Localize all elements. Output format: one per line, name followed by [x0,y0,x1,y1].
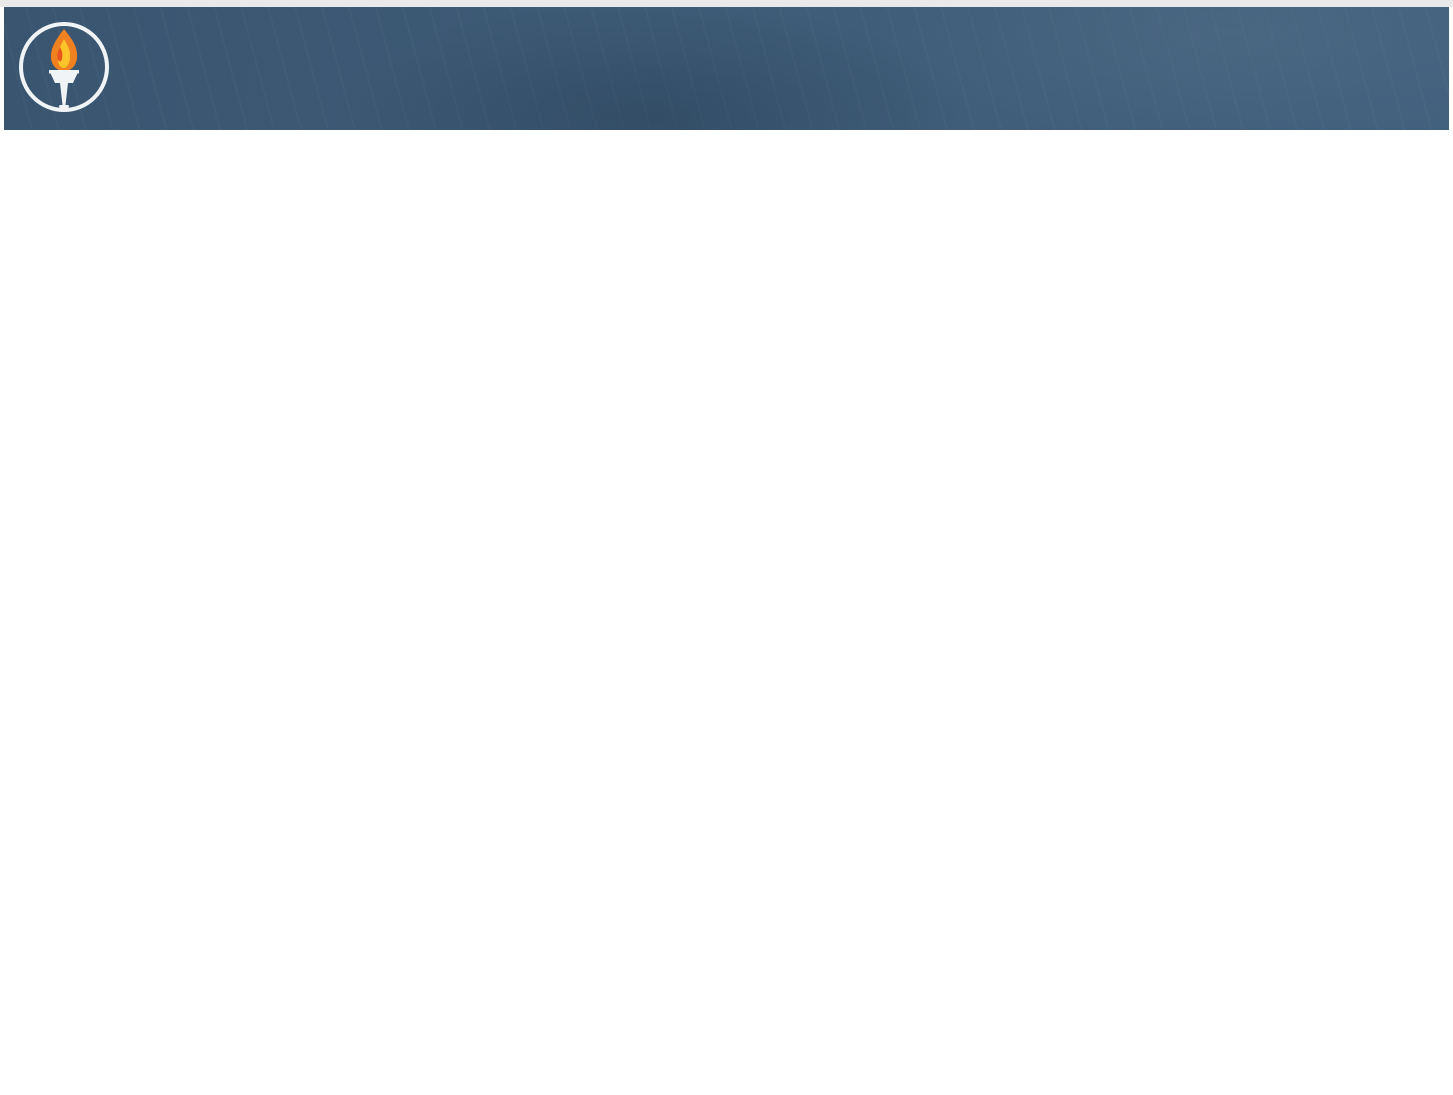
mus-logo[interactable] [16,17,336,121]
top-margin-strip [0,0,1453,7]
torch-stem [60,83,68,105]
torch-logo-icon [19,22,109,112]
header-banner [4,7,1449,130]
